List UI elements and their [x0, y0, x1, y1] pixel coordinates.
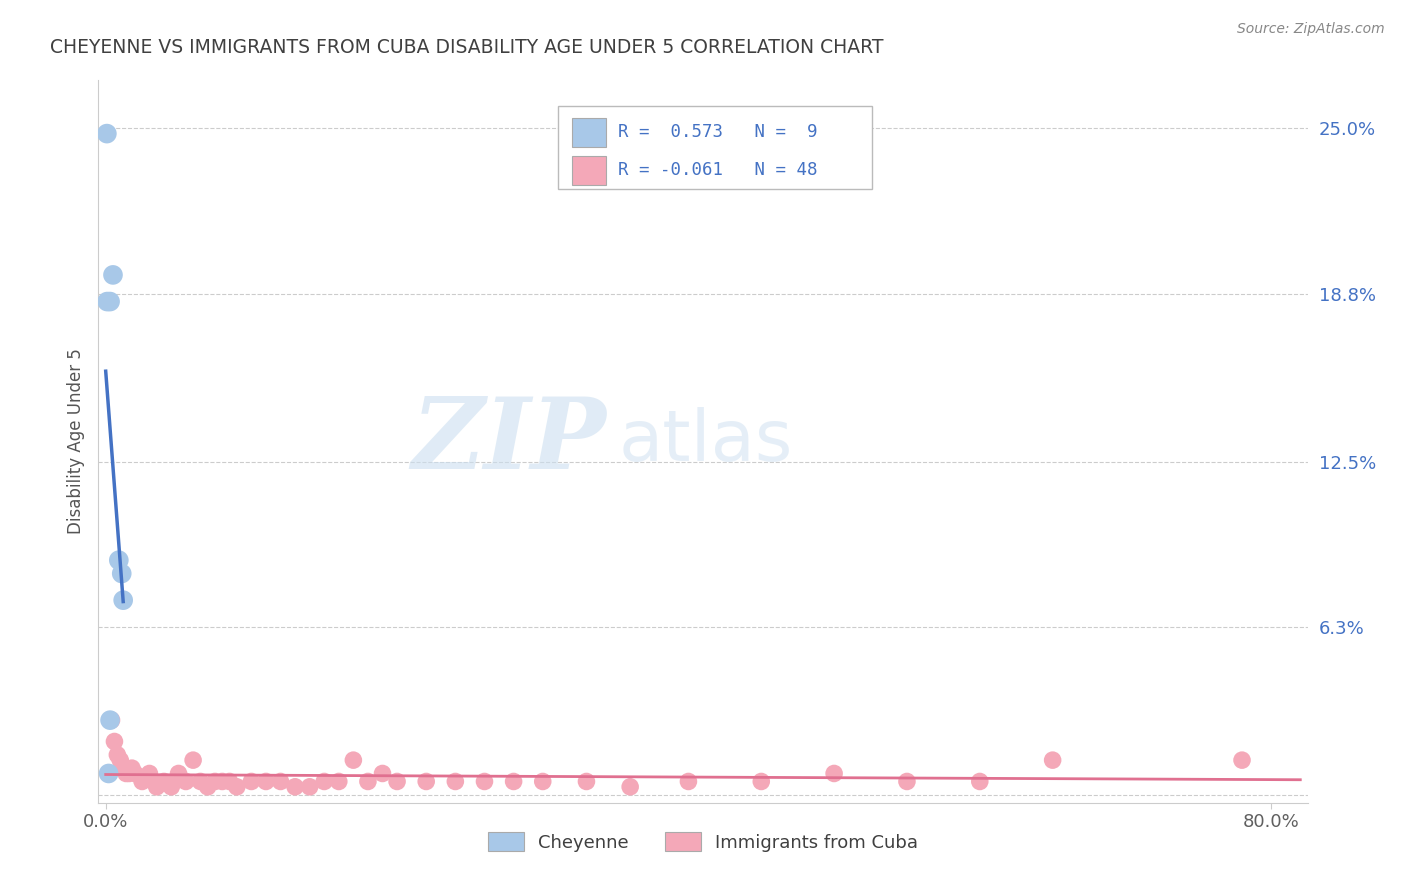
Point: [103, 734, 125, 748]
Point: [100, 713, 122, 727]
Point: [105, 747, 128, 762]
Point: [96, 294, 118, 309]
Point: [314, 774, 336, 789]
Point: [153, 774, 176, 789]
Y-axis label: Disability Age Under 5: Disability Age Under 5: [66, 349, 84, 534]
Point: [190, 774, 212, 789]
Point: [240, 774, 263, 789]
Point: [97, 766, 120, 780]
Point: [174, 774, 197, 789]
Point: [101, 268, 124, 282]
Text: atlas: atlas: [619, 407, 793, 476]
Point: [619, 780, 641, 794]
Point: [531, 774, 554, 789]
Point: [969, 774, 991, 789]
Point: [298, 780, 321, 794]
Point: [342, 753, 364, 767]
Text: ZIP: ZIP: [412, 393, 606, 490]
Legend: Cheyenne, Immigrants from Cuba: Cheyenne, Immigrants from Cuba: [481, 825, 925, 859]
Point: [160, 780, 183, 794]
Point: [131, 774, 153, 789]
Point: [181, 753, 204, 767]
Point: [502, 774, 524, 789]
Point: [96, 127, 118, 141]
Point: [823, 766, 845, 780]
Text: Source: ZipAtlas.com: Source: ZipAtlas.com: [1237, 22, 1385, 37]
Bar: [572, 156, 606, 185]
Point: [138, 766, 160, 780]
Point: [121, 761, 143, 775]
Point: [124, 766, 146, 780]
FancyBboxPatch shape: [558, 105, 872, 189]
Point: [197, 780, 219, 794]
Point: [1230, 753, 1253, 767]
Point: [575, 774, 598, 789]
Text: R =  0.573   N =  9: R = 0.573 N = 9: [619, 123, 818, 141]
Point: [284, 780, 307, 794]
Point: [678, 774, 700, 789]
Text: CHEYENNE VS IMMIGRANTS FROM CUBA DISABILITY AGE UNDER 5 CORRELATION CHART: CHEYENNE VS IMMIGRANTS FROM CUBA DISABIL…: [51, 37, 883, 56]
Point: [225, 780, 247, 794]
Point: [896, 774, 918, 789]
Point: [112, 761, 135, 775]
Point: [357, 774, 380, 789]
Bar: [572, 118, 606, 146]
Point: [749, 774, 772, 789]
Point: [112, 593, 135, 607]
Point: [111, 566, 134, 581]
Text: R = -0.061   N = 48: R = -0.061 N = 48: [619, 161, 818, 179]
Point: [167, 766, 190, 780]
Point: [444, 774, 467, 789]
Point: [98, 294, 121, 309]
Point: [211, 774, 233, 789]
Point: [218, 774, 240, 789]
Point: [385, 774, 408, 789]
Point: [415, 774, 437, 789]
Point: [371, 766, 394, 780]
Point: [328, 774, 350, 789]
Point: [110, 753, 132, 767]
Point: [1042, 753, 1064, 767]
Point: [108, 553, 131, 567]
Point: [474, 774, 496, 789]
Point: [270, 774, 292, 789]
Point: [204, 774, 226, 789]
Point: [145, 780, 167, 794]
Point: [115, 766, 138, 780]
Point: [118, 766, 141, 780]
Point: [254, 774, 277, 789]
Point: [98, 713, 121, 727]
